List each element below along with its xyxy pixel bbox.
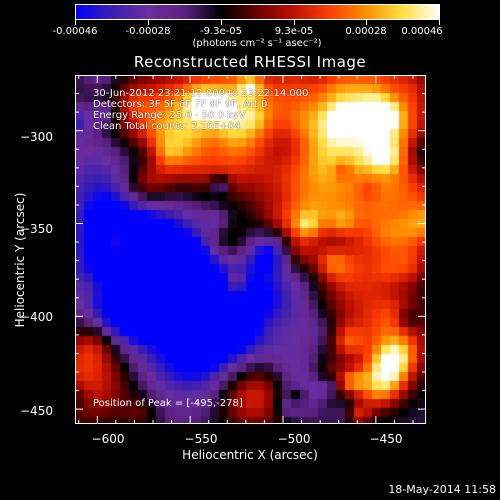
info-detectors: Detectors: 3F 5F 6F 7F 8F 9F, Att 0 xyxy=(93,99,268,110)
info-energy-range: Energy Range: 25.0 - 50.0 keV xyxy=(93,110,246,121)
colorbar-tick-label: 0.00028 xyxy=(345,26,387,37)
plot-title: Reconstructed RHESSI Image xyxy=(133,53,367,71)
peak-position-label: Position of Peak = [-495,-278] xyxy=(93,398,243,409)
y-tick-label: −350 xyxy=(20,222,53,236)
x-tick-label: −500 xyxy=(277,432,311,446)
colorbar-tick-label: -9.3e-05 xyxy=(200,26,242,37)
x-tick-label: −550 xyxy=(184,432,218,446)
y-tick-label: −300 xyxy=(20,130,53,144)
image-map xyxy=(75,75,426,424)
x-axis-label: Heliocentric X (arcsec) xyxy=(182,448,318,462)
info-method-counts: Clean Total counts: 3.10E+04 xyxy=(93,121,241,132)
colorbar-tick-label: 0.00046 xyxy=(401,26,443,37)
colorbar-tick xyxy=(439,20,440,25)
colorbar xyxy=(75,4,440,20)
y-axis-label: Heliocentric Y (arcsec) xyxy=(13,192,27,328)
y-tick-label: −450 xyxy=(20,404,53,418)
colorbar-tick xyxy=(75,20,76,25)
y-tick-label: −400 xyxy=(20,310,53,324)
colorbar-tick-label: -0.00028 xyxy=(125,26,171,37)
colorbar-ticks xyxy=(75,20,440,26)
colorbar-tick-label: 9.3e-05 xyxy=(274,26,314,37)
colorbar-tick-label: -0.00046 xyxy=(52,26,98,37)
colorbar-units-label: (photons cm⁻² s⁻¹ asec⁻²) xyxy=(192,38,322,49)
colorbar-tick xyxy=(221,20,222,25)
info-time-range: 30-Jun-2012 23:21:12.000 to 23:22:14.000 xyxy=(93,88,309,99)
colorbar-tick xyxy=(294,20,295,25)
date-stamp: 18-May-2014 11:58 xyxy=(388,483,496,496)
colorbar-tick xyxy=(148,20,149,25)
x-tick-label: −600 xyxy=(91,432,125,446)
colorbar-tick xyxy=(366,20,367,25)
x-tick-label: −450 xyxy=(369,432,403,446)
